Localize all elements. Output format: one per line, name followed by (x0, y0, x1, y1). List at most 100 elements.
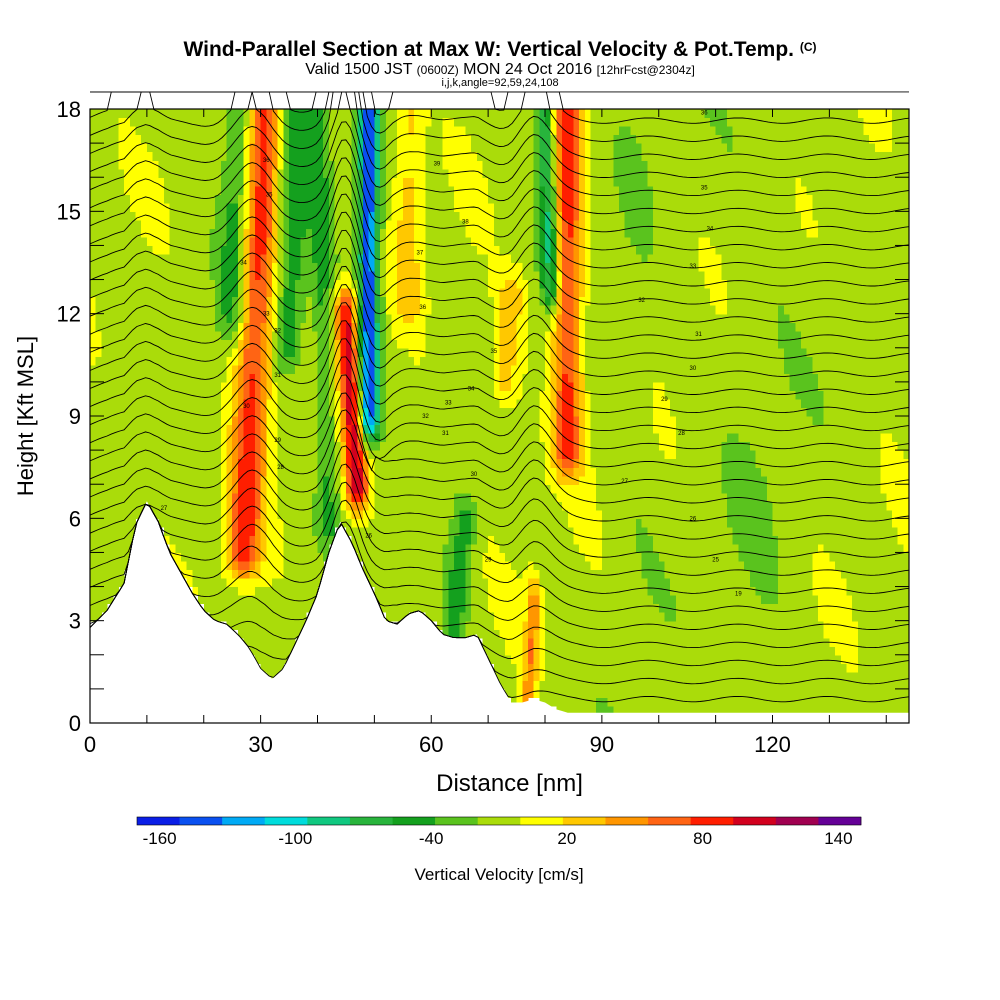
isentrope-line (89, 302, 910, 395)
isentrope-label: 31 (274, 373, 281, 379)
y-tick-label: 18 (57, 97, 81, 122)
colorbar-swatch (520, 817, 564, 825)
isentrope-label: 26 (690, 516, 697, 522)
colorbar-swatch (222, 817, 266, 825)
isentrope-label: 25 (712, 557, 719, 563)
isentrope-line (89, 157, 910, 251)
colorbar-label: Vertical Velocity [cm/s] (414, 865, 583, 884)
colorbar-swatch (477, 817, 521, 825)
chart-title: Wind-Parallel Section at Max W: Vertical… (183, 38, 817, 61)
isentrope-line (89, 175, 910, 269)
isentrope-line (89, 139, 910, 233)
isentrope-line (89, 284, 910, 377)
isentrope-label: 28 (277, 465, 284, 471)
isentrope-label: 33 (263, 312, 270, 318)
terrain (90, 501, 909, 723)
colorbar-swatch (392, 817, 436, 825)
isentrope-label: 29 (661, 397, 668, 403)
isentrope-label: 32 (422, 414, 429, 420)
isentrope-line (89, 503, 910, 649)
isentrope-line (89, 121, 910, 215)
isentrope-label: 31 (695, 332, 702, 338)
isentrope-line (89, 463, 910, 558)
isentrope-label: 37 (417, 250, 424, 256)
colorbar: -160 -100 -40 20 80 140 Vertical Velocity [cm/… (136, 816, 862, 884)
colorbar-tick-label: 20 (557, 829, 576, 848)
y-tick-label: 15 (57, 199, 81, 224)
x-tick-label: 90 (590, 732, 614, 757)
isentrope-line (89, 193, 910, 287)
isentrope-label: 26 (365, 533, 372, 539)
isentrope-line (89, 320, 910, 414)
colorbar-swatch (264, 817, 308, 825)
colorbar-swatch (775, 817, 819, 825)
isentrope-line (89, 229, 910, 323)
isentrope-line (89, 265, 910, 359)
isentrope-line (89, 374, 910, 468)
y-tick-label: 6 (69, 506, 81, 531)
isentrope-label: 36 (701, 110, 708, 116)
isentrope-label: 35 (701, 185, 708, 191)
isentrope-line (89, 481, 910, 576)
isentrope-line (89, 445, 910, 540)
colorbar-swatch (137, 817, 180, 825)
isentrope-label: 35 (266, 192, 273, 198)
isentrope-label: 29 (274, 438, 281, 444)
x-tick-label: 60 (419, 732, 443, 757)
isentrope-label: 38 (462, 220, 469, 226)
isentrope-label: 30 (690, 366, 697, 372)
y-tick-label: 9 (69, 404, 81, 429)
colorbar-tick-label: -160 (143, 829, 177, 848)
isentrope-label: 36 (419, 305, 426, 311)
isentrope-line (89, 499, 910, 594)
isentrope-label: 34 (707, 226, 714, 232)
colorbar-swatch (733, 817, 777, 825)
y-tick-label: 3 (69, 609, 81, 634)
x-tick-label: 0 (84, 732, 96, 757)
isentrope-label: 30 (243, 404, 250, 410)
isentrope-label: 32 (638, 298, 645, 304)
isentrope-line (89, 427, 910, 522)
isentrope-label: 33 (445, 400, 452, 406)
isentrope-line (89, 409, 910, 504)
isentrope-label: 19 (735, 591, 742, 597)
x-tick-label: 30 (248, 732, 272, 757)
isentrope-label: 33 (690, 264, 697, 270)
isentrope-line (89, 91, 910, 197)
isentrope-label: 28 (678, 431, 685, 437)
isentrope-label: 32 (274, 329, 281, 335)
y-axis-label: Height [Kft MSL] (13, 336, 38, 496)
isentrope-label: 31 (442, 431, 449, 437)
x-axis-label: Distance [nm] (436, 770, 583, 797)
colorbar-swatch (562, 817, 606, 825)
colorbar-swatch (349, 817, 393, 825)
isentrope-line (89, 338, 910, 432)
isentrope-label: 35 (490, 349, 497, 355)
colorbar-swatch (435, 817, 479, 825)
isentrope-line (89, 356, 910, 450)
x-tick-label: 120 (754, 732, 791, 757)
isentrope-line (89, 211, 910, 305)
title-unit-mark: (C) (799, 40, 817, 54)
isentrope-label: 29 (485, 557, 492, 563)
isentrope-label: 27 (161, 506, 168, 512)
isentrope-label: 34 (240, 261, 247, 267)
isentrope-line (89, 91, 910, 179)
chart-subtitle: Valid 1500 JST (0600Z) MON 24 Oct 2016 [… (305, 61, 695, 78)
isentrope-line (89, 247, 910, 341)
isentrope-line (89, 503, 910, 667)
isentrope-line (89, 503, 910, 612)
colorbar-tick-label: -40 (419, 829, 444, 848)
isentrope-label: 36 (263, 158, 270, 164)
isentrope-label: 39 (434, 162, 441, 168)
chart-indices: i,j,k,angle=92,59,24,108 (441, 77, 559, 89)
colorbar-swatch (818, 817, 862, 825)
y-tick-label: 0 (69, 711, 81, 736)
isentrope-label: 30 (471, 472, 478, 478)
colorbar-tick-label: 140 (824, 829, 852, 848)
y-tick-label: 12 (57, 302, 81, 327)
colorbar-swatch (605, 817, 649, 825)
isentrope-label: 34 (468, 387, 475, 393)
